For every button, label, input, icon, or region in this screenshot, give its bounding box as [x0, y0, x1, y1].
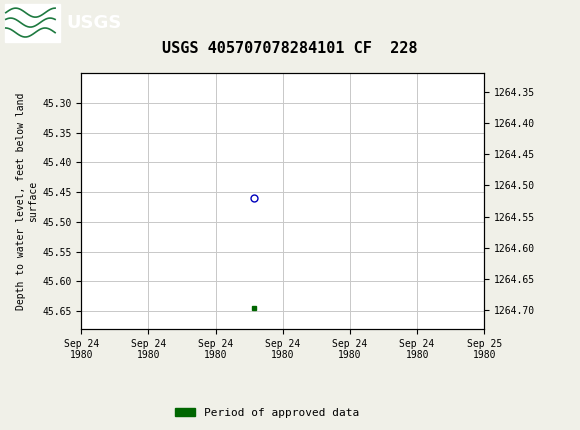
Y-axis label: Depth to water level, feet below land
surface: Depth to water level, feet below land su…: [16, 92, 38, 310]
Text: USGS: USGS: [67, 14, 122, 31]
Legend: Period of approved data: Period of approved data: [171, 403, 363, 422]
Text: USGS 405707078284101 CF  228: USGS 405707078284101 CF 228: [162, 41, 418, 56]
FancyBboxPatch shape: [5, 3, 60, 42]
